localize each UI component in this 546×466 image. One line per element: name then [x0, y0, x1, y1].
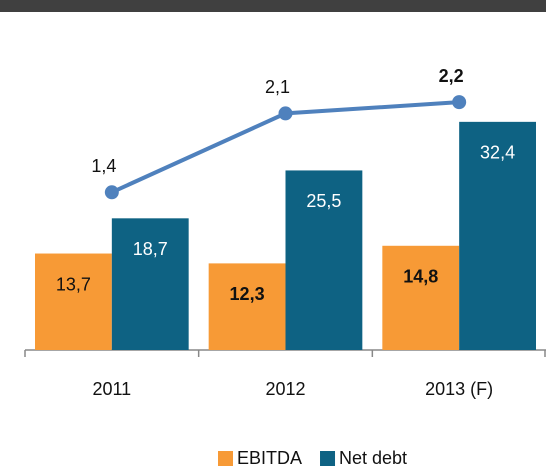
bar — [285, 170, 363, 350]
line-marker — [452, 95, 467, 110]
data-label: 12,3 — [230, 284, 265, 304]
line-marker — [278, 106, 293, 121]
bar — [382, 245, 460, 350]
legend-swatch — [218, 451, 233, 466]
x-tick-label: 2012 — [265, 379, 305, 399]
data-label: 2,1 — [265, 77, 290, 97]
x-tick-label: 2013 (F) — [425, 379, 493, 399]
data-label: 1,4 — [91, 156, 116, 176]
bar — [459, 121, 536, 350]
legend-label: EBITDA — [237, 448, 302, 466]
x-tick-label: 2011 — [92, 379, 131, 399]
bar — [208, 263, 286, 350]
top-rule — [0, 0, 546, 12]
data-label: 2,2 — [439, 66, 464, 86]
data-label: 14,8 — [403, 267, 438, 287]
data-label: 32,4 — [480, 143, 515, 163]
data-label: 18,7 — [133, 239, 168, 259]
line-marker — [104, 185, 119, 200]
legend-label: Net debt — [339, 448, 407, 466]
data-label: 13,7 — [56, 274, 91, 294]
data-label: 25,5 — [306, 191, 341, 211]
bar — [35, 253, 112, 350]
legend-swatch — [320, 451, 336, 466]
bar — [111, 218, 189, 350]
